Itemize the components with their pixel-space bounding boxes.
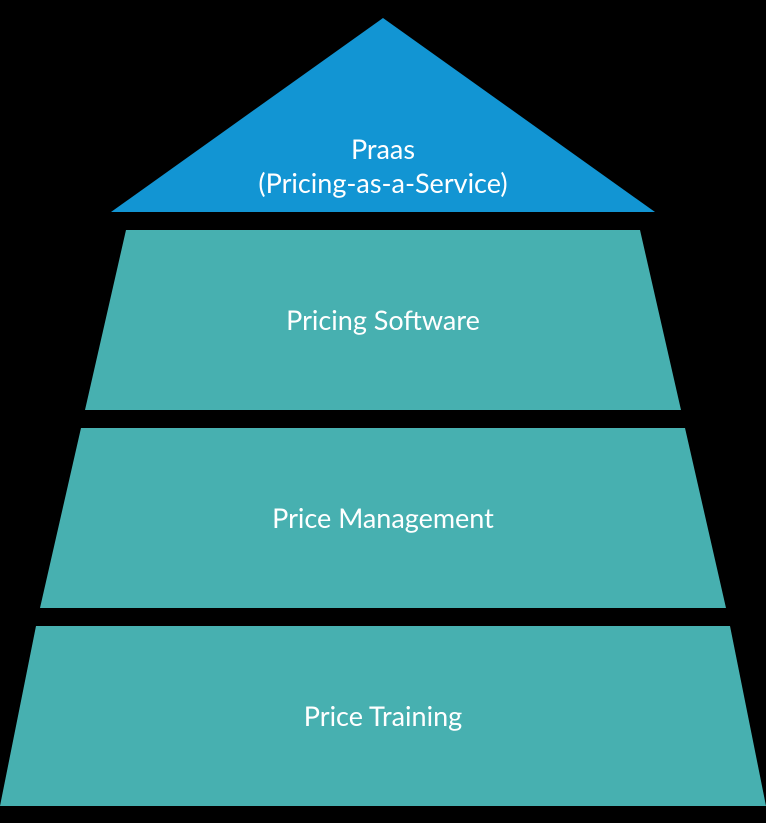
- pyramid-software-line-1: Pricing Software: [85, 303, 681, 337]
- pyramid-level-apex: Praas (Pricing-as-a-Service): [111, 18, 655, 212]
- pyramid-apex-line-1: Praas: [111, 132, 655, 166]
- pyramid-training-label: Price Training: [0, 699, 766, 733]
- pyramid-apex-label: Praas (Pricing-as-a-Service): [111, 132, 655, 200]
- pyramid-level-management: Price Management: [40, 428, 726, 608]
- pyramid-management-line-1: Price Management: [40, 501, 726, 535]
- pyramid-apex-line-2: (Pricing-as-a-Service): [111, 166, 655, 200]
- pyramid-software-label: Pricing Software: [85, 303, 681, 337]
- pyramid-management-label: Price Management: [40, 501, 726, 535]
- pyramid-training-line-1: Price Training: [0, 699, 766, 733]
- pyramid-level-training: Price Training: [0, 626, 766, 806]
- pyramid-level-software: Pricing Software: [85, 230, 681, 410]
